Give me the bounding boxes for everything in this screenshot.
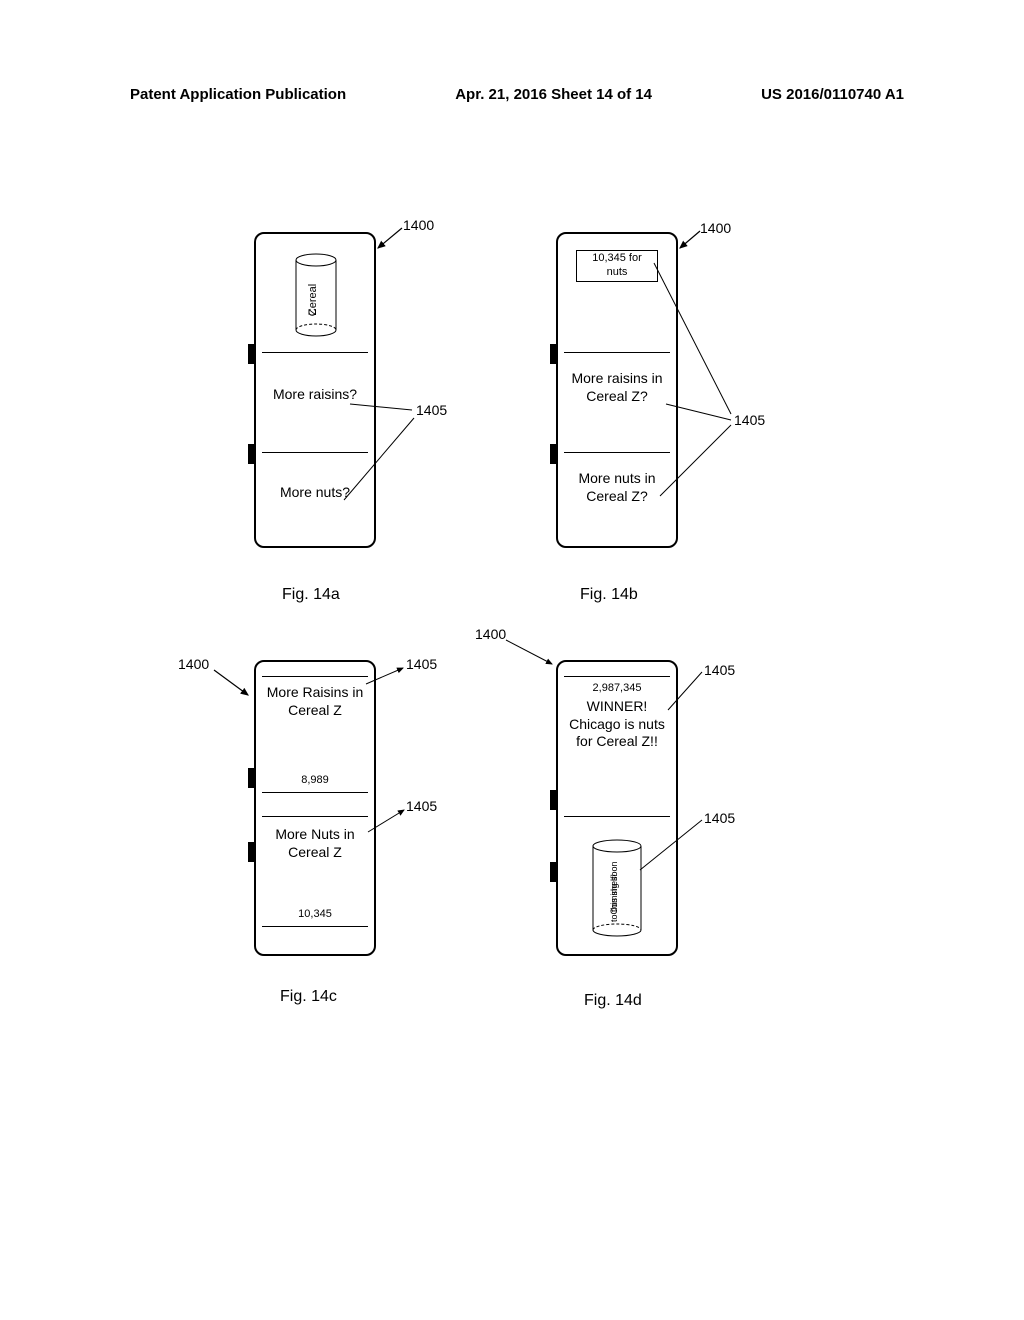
shelf-14a-2: [262, 452, 368, 453]
ref-14d-1400: 1400: [475, 626, 506, 642]
q2-14b: More nuts in Cereal Z?: [566, 470, 668, 505]
tab-14c-1: [248, 768, 256, 788]
tab-14b-1: [550, 344, 558, 364]
shelf-14a-1: [262, 352, 368, 353]
device-14c: More Raisins in Cereal Z 8,989 More Nuts…: [254, 660, 376, 956]
q1-14b: More raisins in Cereal Z?: [566, 370, 668, 405]
tab-14b-2: [550, 444, 558, 464]
shelf-14c-3: [262, 926, 368, 927]
v2-14c: 10,345: [256, 908, 374, 922]
t1-14c: More Raisins in Cereal Z: [264, 684, 366, 719]
v1-14c: 8,989: [256, 774, 374, 788]
tab-14d-2: [550, 862, 558, 882]
shelf-14d-0: [564, 676, 670, 677]
tab-14d-1: [550, 790, 558, 810]
cereal-can-14a: Cereal Z: [292, 252, 340, 338]
shelf-14c-2: [262, 816, 368, 817]
v1-14d: 2,987,345: [558, 682, 676, 696]
cereal-can-14d: Coming soon to this shelf!: [588, 838, 646, 938]
ref-14c-1400: 1400: [178, 656, 209, 672]
device-14d: 2,987,345 WINNER! Chicago is nuts for Ce…: [556, 660, 678, 956]
ref-14c-1405a: 1405: [406, 656, 437, 672]
ref-14a-1405: 1405: [416, 402, 447, 418]
tab-14a-2: [248, 444, 256, 464]
q2-14b-text: More nuts in Cereal Z?: [578, 470, 655, 504]
ref-14d-1405a: 1405: [704, 662, 735, 678]
ref-14a-1400: 1400: [403, 217, 434, 233]
leader-lines: [0, 0, 1024, 1320]
q1-14a: More raisins?: [256, 386, 374, 404]
page-header: Patent Application Publication Apr. 21, …: [0, 86, 1024, 103]
box-14b: 10,345 for nuts: [576, 250, 658, 282]
shelf-14c-1: [262, 792, 368, 793]
shelf-14b-1: [564, 352, 670, 353]
ref-14b-1405: 1405: [734, 412, 765, 428]
ref-14d-1405b: 1405: [704, 810, 735, 826]
tab-14c-2: [248, 842, 256, 862]
device-14a: Cereal Z More raisins? More nuts?: [254, 232, 376, 548]
q2-14a: More nuts?: [256, 484, 374, 502]
header-center: Apr. 21, 2016 Sheet 14 of 14: [455, 86, 652, 103]
header-right: US 2016/0110740 A1: [761, 86, 904, 103]
fig-label-14b: Fig. 14b: [580, 586, 638, 604]
svg-text:to this shelf!: to this shelf!: [609, 874, 619, 922]
shelf-14d-1: [564, 816, 670, 817]
t2-14c: More Nuts in Cereal Z: [264, 826, 366, 861]
header-left: Patent Application Publication: [130, 86, 346, 103]
q1-14b-text: More raisins in Cereal Z?: [571, 370, 662, 404]
ref-14c-1405b: 1405: [406, 798, 437, 814]
device-14b: 10,345 for nuts More raisins in Cereal Z…: [556, 232, 678, 548]
tab-14a-1: [248, 344, 256, 364]
shelf-14b-2: [564, 452, 670, 453]
svg-text:Z: Z: [307, 308, 319, 315]
fig-label-14c: Fig. 14c: [280, 988, 337, 1006]
fig-label-14a: Fig. 14a: [282, 586, 340, 604]
shelf-14c-0: [262, 676, 368, 677]
ref-14b-1400: 1400: [700, 220, 731, 236]
t1-14d: WINNER! Chicago is nuts for Cereal Z!!: [568, 698, 666, 751]
fig-label-14d: Fig. 14d: [584, 992, 642, 1010]
